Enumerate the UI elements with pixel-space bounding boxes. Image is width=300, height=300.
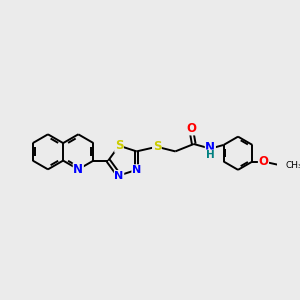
Text: N: N [206,141,215,154]
Text: CH₃: CH₃ [286,161,300,170]
Text: S: S [153,140,161,153]
Text: N: N [114,170,124,181]
Text: N: N [132,165,141,175]
Text: O: O [186,122,196,135]
Text: S: S [115,139,123,152]
Text: O: O [259,155,269,168]
Text: N: N [73,163,83,176]
Text: H: H [206,150,215,160]
